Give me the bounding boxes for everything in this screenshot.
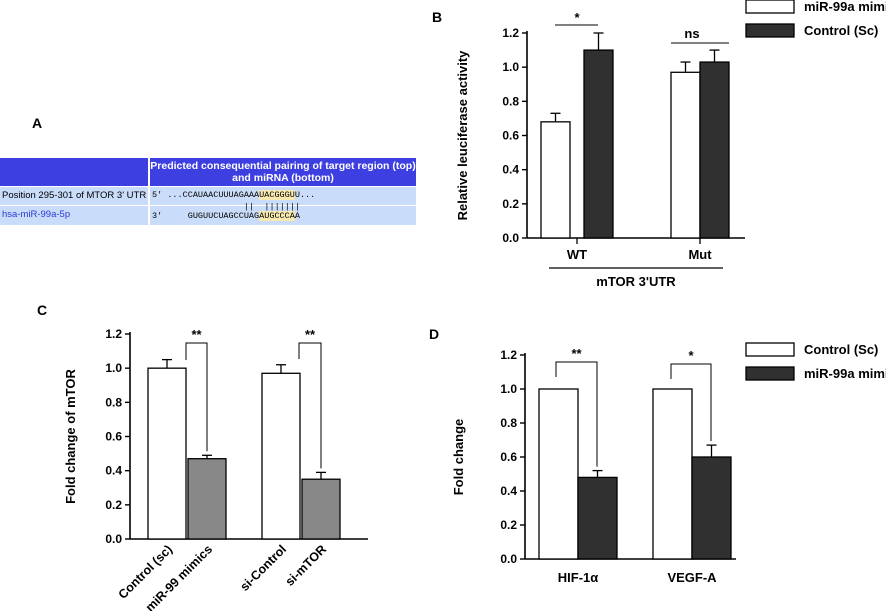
chart-d-y-tick-label: 0.4 [500, 484, 517, 498]
chart-d-legend-label: Control (Sc) [804, 342, 878, 357]
chart-c-bar [147, 367, 187, 540]
chart-d-bar [652, 388, 693, 560]
table-row-mirna: hsa-miR-99a-5p 3' GUGUUCUAGCCUAGAUGCCCAA [0, 206, 416, 225]
chart-d-bar [577, 476, 618, 560]
chart-b-x-tick-label: WT [567, 247, 587, 262]
panel-label-d: D [429, 326, 440, 342]
table-header-text: Predicted consequential pairing of targe… [150, 160, 416, 184]
chart-b-legend-label: Control (Sc) [804, 23, 878, 38]
chart-d-x-tick-label: VEGF-A [667, 570, 717, 585]
chart-d-y-tick-label: 1.2 [500, 348, 517, 362]
chart-c-y-tick-label: 0.4 [105, 464, 122, 478]
chart-c-y-axis-title: Fold change of mTOR [63, 368, 78, 503]
chart-d-significance-bracket [670, 363, 712, 442]
chart-b-legend-swatch [745, 23, 795, 38]
chart-d-significance-label: ** [571, 346, 582, 361]
panel-label-a: A [32, 115, 43, 131]
table-row-target: Position 295-301 of MTOR 3' UTR 5' ...CC… [0, 187, 416, 205]
chart-c-y-tick-label: 0.2 [105, 498, 122, 512]
target-prime: 5' [152, 190, 163, 200]
chart-b-y-tick-label: 0.4 [502, 163, 519, 177]
chart-c-y-tick-label: 0.6 [105, 430, 122, 444]
chart-d-y-tick-label: 0.6 [500, 450, 517, 464]
chart-c-x-tick-label: si-Control [237, 542, 289, 594]
chart-d-y-axis-title: Fold change [451, 419, 466, 496]
chart-d-bar [691, 456, 732, 560]
mirna-seq-post: A [294, 211, 300, 221]
chart-c-x-tick-label: si-mTOR [283, 542, 330, 589]
chart-d-legend-swatch [745, 342, 795, 357]
mirna-seed-site: AUGCCCA [259, 211, 295, 221]
mirna-name-link[interactable]: hsa-miR-99a-5p [2, 209, 71, 220]
chart-d-significance-bracket [555, 361, 598, 467]
target-seq-pre: ...CCAUAACUUUAGAAA [167, 190, 260, 200]
chart-c-bar [301, 478, 341, 540]
chart-b-bar [699, 61, 730, 239]
chart-c-y-tick-label: 1.2 [105, 327, 122, 341]
chart-b-bar [583, 49, 614, 239]
chart-b-y-tick-label: 1.2 [502, 26, 519, 40]
mirna-seq-pre: GUGUUCUAGCCUAG [187, 211, 260, 221]
chart-d-significance-label: * [688, 348, 694, 363]
chart-c-significance-label: ** [191, 327, 202, 342]
chart-d-y-tick-label: 1.0 [500, 382, 517, 396]
chart-b-bar [670, 71, 701, 239]
chart-c-significance-bracket [185, 342, 208, 452]
table-header-line2: and miRNA (bottom) [232, 172, 334, 184]
chart-c-y-tick-label: 0.8 [105, 395, 122, 409]
table-column-divider [148, 158, 150, 225]
chart-b-significance-label: ns [684, 26, 699, 41]
chart-d-y-tick-label: 0.2 [500, 518, 517, 532]
chart-b-y-tick-label: 0.8 [502, 94, 519, 108]
chart-c-significance-bracket [298, 342, 322, 469]
panel-label-b: B [432, 9, 443, 25]
chart-d-legend-swatch [745, 366, 795, 381]
chart-b-x-axis-title: mTOR 3'UTR [596, 274, 676, 289]
chart-c-significance-label: ** [305, 327, 316, 342]
chart-b-bar [540, 121, 571, 239]
target-sequence: 5' ...CCAUAACUUUAGAAAUACGGGUU... [152, 190, 315, 200]
panel-label-c: C [37, 302, 48, 318]
chart-c-y-tick-label: 1.0 [105, 361, 122, 375]
chart-b-legend-label: miR-99a mimics [804, 0, 886, 14]
chart-b-significance-label: * [574, 10, 580, 25]
chart-b-x-tick-label: Mut [688, 247, 712, 262]
chart-b-y-tick-label: 0.2 [502, 197, 519, 211]
chart-c-bar [261, 372, 301, 540]
chart-b-y-tick-label: 0.0 [502, 231, 519, 245]
chart-b-y-tick-label: 0.6 [502, 129, 519, 143]
mirna-prime: 3' [152, 211, 163, 221]
chart-c-bar [187, 458, 227, 540]
chart-d-legend-label: miR-99a mimics [804, 366, 886, 381]
target-position-label: Position 295-301 of MTOR 3' UTR [2, 190, 147, 201]
chart-b-legend-swatch [745, 0, 795, 14]
chart-d-bar [538, 388, 579, 560]
base-pairing-marks: || ||||||| [244, 202, 301, 212]
table-header: Predicted consequential pairing of targe… [0, 158, 416, 186]
chart-c-y-tick-label: 0.0 [105, 532, 122, 546]
target-seed-site: UACGGGU [259, 190, 295, 200]
target-seq-post: U... [294, 190, 316, 200]
chart-d-y-tick-label: 0.8 [500, 416, 517, 430]
target-pairing-table: Predicted consequential pairing of targe… [0, 158, 416, 225]
chart-d-y-tick-label: 0.0 [500, 552, 517, 566]
chart-b-y-axis-title: Relative leuciferase activity [455, 50, 470, 221]
chart-d-x-tick-label: HIF-1α [558, 570, 599, 585]
table-header-line1: Predicted consequential pairing of targe… [150, 160, 416, 172]
chart-b-y-tick-label: 1.0 [502, 60, 519, 74]
mirna-sequence: 3' GUGUUCUAGCCUAGAUGCCCAA [152, 211, 300, 221]
